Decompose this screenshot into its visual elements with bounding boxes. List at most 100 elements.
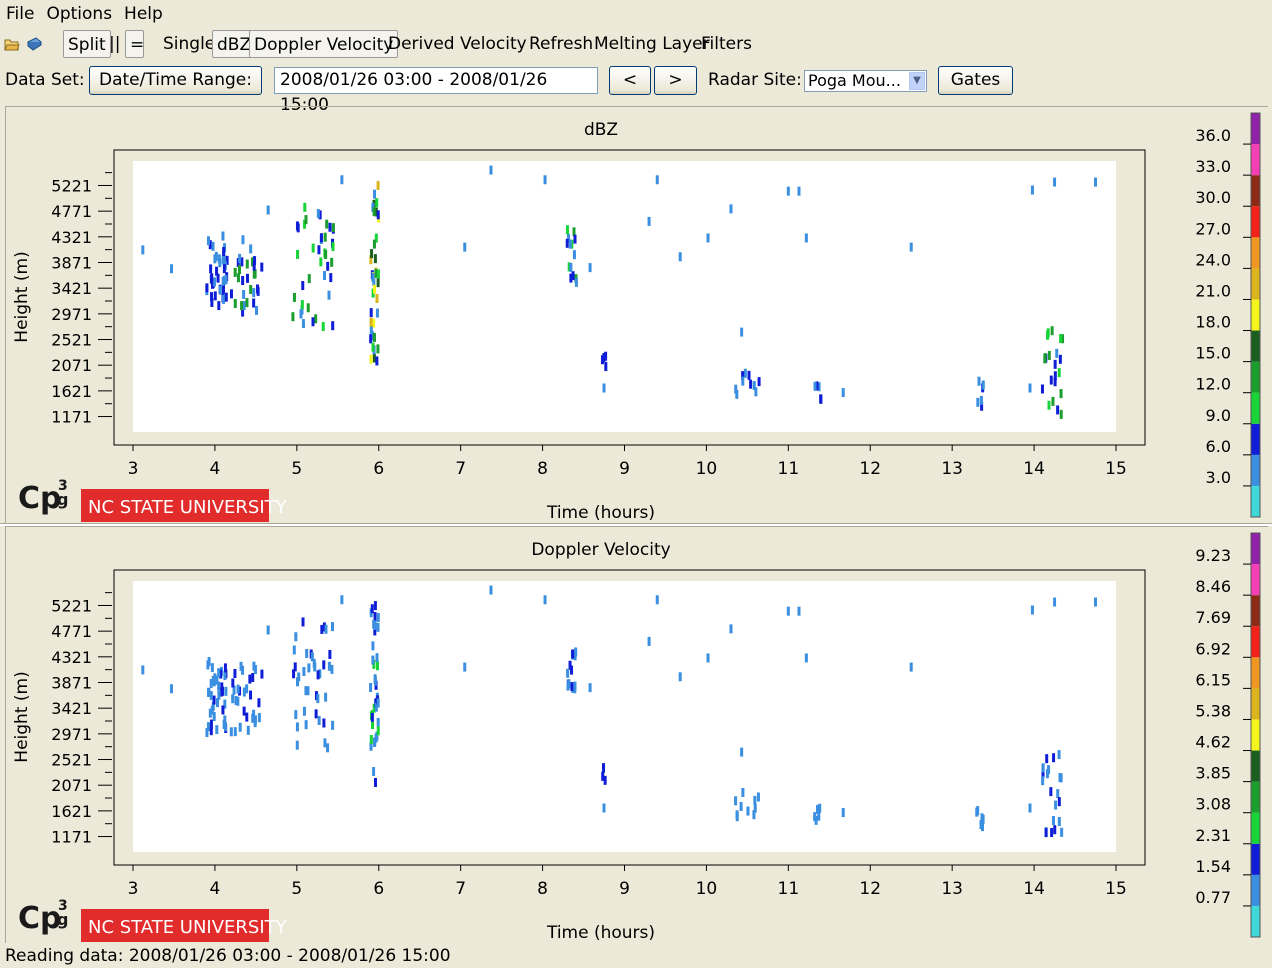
single-button[interactable]: Single — [163, 34, 216, 54]
ncsu-logo-text: NC STATE UNIVERSITY — [88, 497, 288, 518]
colorbar-segment — [1251, 564, 1260, 596]
data-point — [319, 233, 323, 243]
data-point — [340, 595, 344, 605]
data-point — [242, 289, 246, 299]
data-point — [209, 719, 213, 729]
open-folder-icon[interactable] — [4, 36, 20, 52]
data-point — [1058, 772, 1062, 782]
data-point — [372, 766, 376, 776]
data-point — [316, 694, 320, 704]
data-point — [841, 388, 845, 398]
data-point — [1050, 828, 1054, 838]
dbz-panel: dBZ 1171 1621 2071 2521 2971 3421 3871 4321 4771 5… — [5, 106, 1268, 523]
filters-button[interactable]: Filters — [701, 34, 752, 54]
data-point — [317, 715, 321, 725]
data-point — [302, 706, 306, 716]
data-point — [1059, 333, 1063, 343]
data-point — [223, 699, 227, 709]
colorbar-label: 3.0 — [1206, 468, 1231, 487]
save-disk-icon[interactable] — [26, 36, 42, 52]
next-button[interactable]: > — [654, 66, 697, 95]
melting-layer-button[interactable]: Melting Layer — [594, 34, 710, 54]
colorbar-label: 27.0 — [1195, 219, 1231, 238]
data-point — [316, 209, 320, 219]
data-point — [371, 331, 375, 341]
data-point — [322, 718, 326, 728]
data-point — [210, 273, 214, 283]
colorbar-segment — [1251, 595, 1260, 627]
data-point — [706, 653, 710, 663]
data-point — [815, 381, 819, 391]
data-point — [304, 720, 308, 730]
data-point — [981, 380, 985, 390]
dbz-button[interactable]: dBZ — [212, 30, 257, 58]
data-point — [213, 673, 217, 683]
refresh-button[interactable]: Refresh — [529, 34, 594, 54]
stacked-button[interactable]: = — [125, 30, 144, 58]
doppler-velocity-button[interactable]: Doppler Velocity — [249, 30, 399, 58]
panel-divider[interactable] — [0, 523, 1272, 526]
menu-options[interactable]: Options — [46, 3, 113, 24]
previous-button[interactable]: < — [609, 66, 651, 95]
split-button[interactable]: Split — [63, 30, 111, 58]
x-axis-label: Time (hours) — [546, 503, 655, 523]
data-point — [979, 820, 983, 830]
data-point — [746, 806, 750, 816]
data-point — [294, 710, 298, 720]
data-point — [977, 376, 981, 386]
data-point — [240, 257, 244, 267]
data-point — [373, 620, 377, 630]
data-point — [323, 738, 327, 748]
data-point — [316, 670, 320, 680]
data-point — [311, 243, 315, 253]
data-point — [210, 297, 214, 307]
data-point — [224, 292, 228, 302]
data-point — [601, 771, 605, 781]
y-axis-label: Height (m) — [12, 251, 32, 342]
chevron-down-icon[interactable]: ▼ — [909, 72, 925, 90]
data-point — [242, 301, 246, 311]
x-tick-label: 4 — [210, 459, 221, 479]
colorbar-segment — [1251, 657, 1260, 689]
data-point — [217, 690, 221, 700]
colorbar-segment — [1251, 719, 1260, 751]
data-point — [1057, 797, 1061, 807]
x-tick-label: 6 — [373, 879, 384, 899]
data-point — [370, 712, 374, 722]
data-point — [213, 291, 217, 301]
date-time-range-button[interactable]: Date/Time Range: — [89, 66, 262, 95]
data-point — [297, 672, 301, 682]
data-point — [1046, 328, 1050, 338]
data-point — [252, 261, 256, 271]
colorbar-label: 6.15 — [1195, 670, 1231, 689]
radar-site-select[interactable]: Poga Mou... ▼ — [804, 70, 927, 92]
data-point — [1058, 354, 1062, 364]
data-point — [573, 681, 577, 691]
data-point — [372, 207, 376, 217]
data-point — [222, 294, 226, 304]
side-by-side-button[interactable]: || — [109, 34, 121, 54]
data-point — [219, 669, 223, 679]
data-point — [376, 612, 380, 622]
derived-velocity-button[interactable]: Derived Velocity — [388, 34, 527, 54]
data-point — [1059, 409, 1063, 419]
data-point — [300, 305, 304, 315]
data-point — [1057, 368, 1061, 378]
menu-help[interactable]: Help — [124, 3, 163, 24]
data-point — [604, 351, 608, 361]
data-point — [373, 612, 377, 622]
data-point — [215, 698, 219, 708]
colorbar-segment — [1251, 144, 1260, 176]
x-axis-label: Time (hours) — [546, 923, 655, 943]
data-point — [975, 807, 979, 817]
menu-file[interactable]: File — [6, 3, 35, 24]
x-tick-label: 14 — [1023, 459, 1045, 479]
gates-button[interactable]: Gates — [938, 66, 1013, 95]
data-point — [574, 277, 578, 287]
data-point — [242, 706, 246, 716]
data-point — [326, 261, 330, 271]
data-point — [327, 661, 331, 671]
data-point — [372, 239, 376, 249]
date-range-field[interactable]: 2008/01/26 03:00 - 2008/01/26 15:00 — [274, 67, 598, 115]
data-point — [647, 636, 651, 646]
